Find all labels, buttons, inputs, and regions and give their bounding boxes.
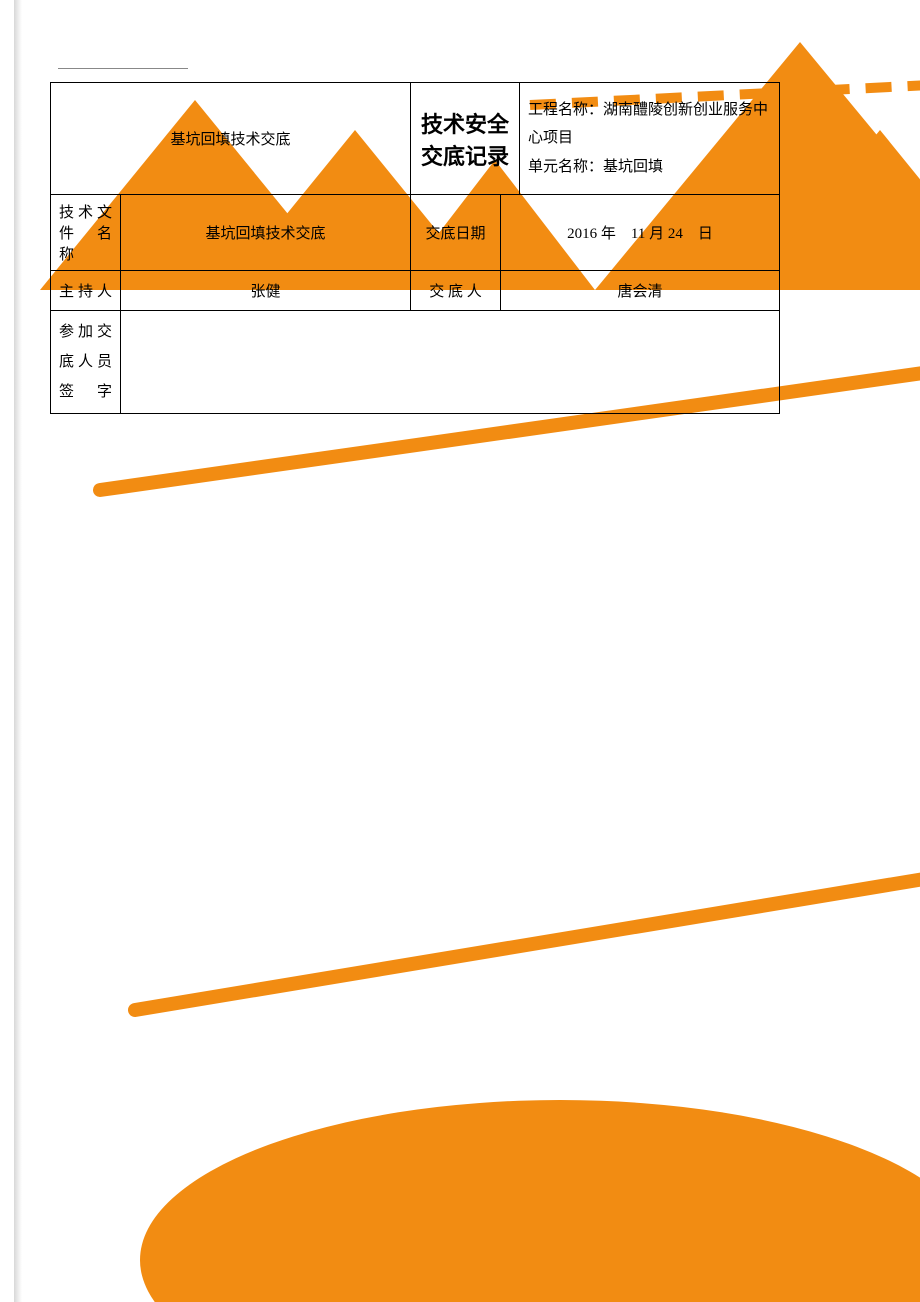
doc-name-row: 技术文件名 称 基坑回填技术交底 交底日期 2016 年 11 月 24 日 <box>51 195 780 271</box>
title-cell: 技术安全交底记录 <box>411 83 520 195</box>
project-line: 工程名称：湖南醴陵创新创业服务中心项目 <box>528 96 771 153</box>
person-label: 交 底 人 <box>411 271 501 311</box>
doc-tag-cell: 基坑回填技术交底 <box>51 83 411 195</box>
signature-label: 参加交底人员签字 <box>51 311 121 414</box>
signature-area <box>121 311 780 414</box>
doc-name-value: 基坑回填技术交底 <box>121 195 411 271</box>
host-label: 主 持 人 <box>51 271 121 311</box>
doc-tag: 基坑回填技术交底 <box>170 132 290 148</box>
project-label: 工程名称： <box>528 102 603 118</box>
unit-line: 单元名称：基坑回填 <box>528 153 771 182</box>
date-value: 2016 年 11 月 24 日 <box>501 195 780 271</box>
header-rule <box>58 68 188 69</box>
form-title: 技术安全交底记录 <box>421 112 509 169</box>
header-row: 基坑回填技术交底 技术安全交底记录 工程名称：湖南醴陵创新创业服务中心项目 单元… <box>51 83 780 195</box>
unit-label: 单元名称： <box>528 159 603 175</box>
info-cell: 工程名称：湖南醴陵创新创业服务中心项目 单元名称：基坑回填 <box>520 83 780 195</box>
record-form-table: 基坑回填技术交底 技术安全交底记录 工程名称：湖南醴陵创新创业服务中心项目 单元… <box>50 82 780 414</box>
slant-line-lower <box>135 878 920 1010</box>
date-label: 交底日期 <box>411 195 501 271</box>
signature-row: 参加交底人员签字 <box>51 311 780 414</box>
unit-name: 基坑回填 <box>603 159 663 175</box>
large-ellipse <box>140 1100 920 1302</box>
doc-name-label: 技术文件名 称 <box>51 195 121 271</box>
person-value: 唐会清 <box>501 271 780 311</box>
host-value: 张健 <box>121 271 411 311</box>
host-row: 主 持 人 张健 交 底 人 唐会清 <box>51 271 780 311</box>
